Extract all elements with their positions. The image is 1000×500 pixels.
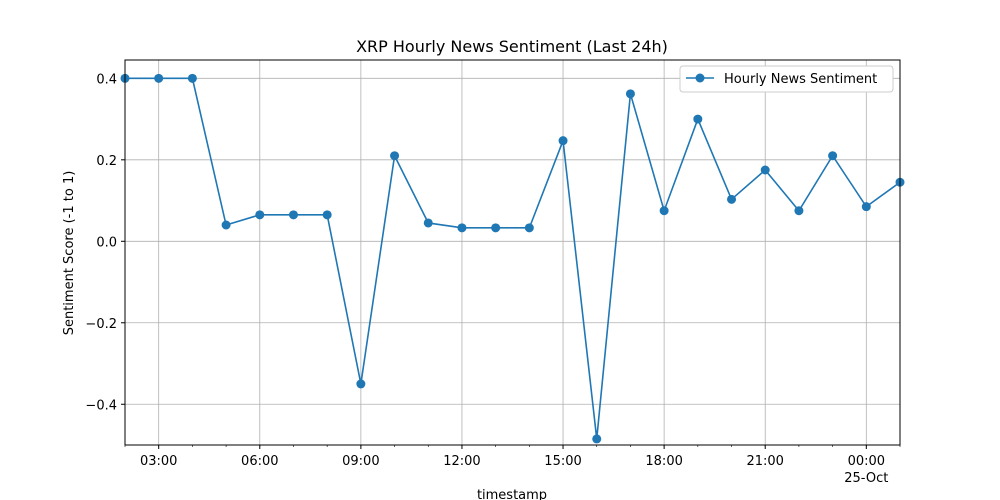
grid-layer bbox=[125, 60, 900, 445]
y-tick-label: 0.2 bbox=[96, 154, 117, 169]
legend-marker-sample bbox=[695, 73, 705, 83]
x-tick-sublabel: 25-Oct bbox=[844, 471, 888, 486]
y-axis: 0.4 0.2 0.0 −0.2 −0.4 bbox=[85, 72, 125, 413]
data-point bbox=[727, 194, 737, 204]
data-point bbox=[659, 206, 669, 216]
data-point bbox=[693, 114, 703, 124]
x-tick-label: 12:00 bbox=[443, 454, 480, 469]
x-tick-label: 03:00 bbox=[140, 454, 177, 469]
x-axis: 03:00 06:00 09:00 12:00 15:00 18:00 21:00 00:00… bbox=[124, 445, 901, 486]
data-point bbox=[625, 89, 635, 99]
data-point bbox=[187, 73, 197, 83]
x-tick-label: 09:00 bbox=[342, 454, 379, 469]
data-point bbox=[760, 165, 770, 175]
data-point bbox=[861, 202, 871, 212]
data-point bbox=[524, 223, 534, 233]
data-point bbox=[356, 379, 366, 389]
x-tick-label: 15:00 bbox=[544, 454, 581, 469]
data-point bbox=[390, 151, 400, 161]
data-point bbox=[423, 218, 433, 228]
x-tick-label: 00:00 bbox=[848, 454, 885, 469]
y-tick-label: −0.2 bbox=[85, 317, 117, 332]
legend-label: Hourly News Sentiment bbox=[724, 72, 877, 87]
data-point bbox=[288, 210, 298, 220]
data-point bbox=[221, 220, 231, 230]
x-tick-label: 21:00 bbox=[746, 454, 783, 469]
y-axis-label: Sentiment Score (-1 to 1) bbox=[62, 171, 77, 336]
data-point bbox=[491, 223, 501, 233]
plot-frame bbox=[124, 59, 901, 446]
legend: Hourly News Sentiment bbox=[679, 65, 894, 93]
y-tick-label: 0.0 bbox=[96, 235, 117, 250]
series-layer bbox=[120, 73, 905, 444]
data-point bbox=[558, 136, 568, 146]
data-point bbox=[154, 73, 164, 83]
x-tick-label: 18:00 bbox=[645, 454, 682, 469]
x-tick-label: 06:00 bbox=[241, 454, 278, 469]
legend-box bbox=[679, 65, 894, 93]
data-point bbox=[322, 210, 332, 220]
x-axis-label: timestamp bbox=[477, 488, 547, 500]
data-point bbox=[592, 434, 602, 444]
data-point bbox=[255, 210, 265, 220]
data-point bbox=[828, 151, 838, 161]
chart-title: XRP Hourly News Sentiment (Last 24h) bbox=[356, 37, 668, 56]
data-point bbox=[794, 206, 804, 216]
y-tick-label: 0.4 bbox=[96, 72, 117, 87]
data-point bbox=[457, 223, 467, 233]
y-tick-label: −0.4 bbox=[85, 398, 117, 413]
series-line bbox=[125, 77, 901, 439]
